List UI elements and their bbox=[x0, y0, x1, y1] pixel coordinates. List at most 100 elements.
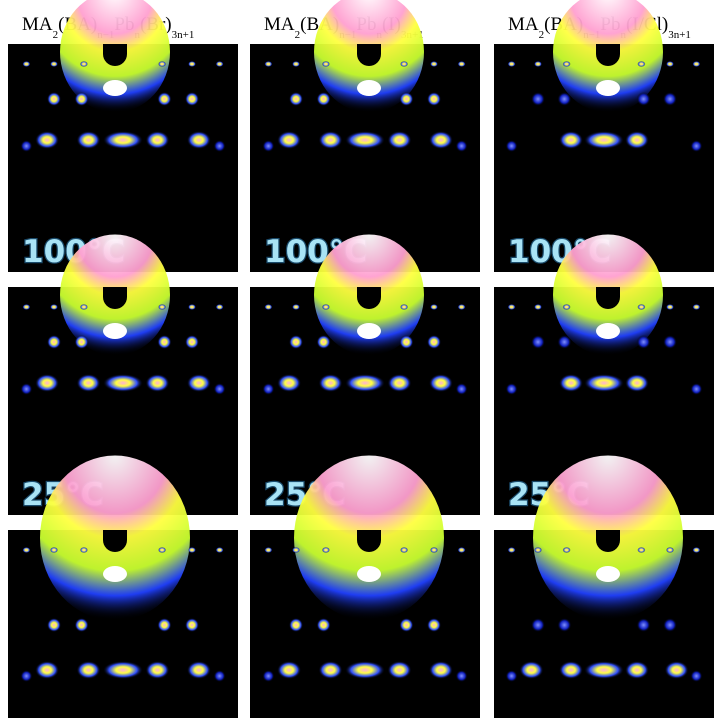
bragg-spot bbox=[292, 61, 300, 67]
bragg-spot bbox=[216, 304, 224, 310]
bragg-spot bbox=[637, 61, 645, 67]
bragg-spot bbox=[214, 670, 226, 682]
bragg-spot bbox=[47, 618, 61, 632]
bragg-spot bbox=[185, 335, 199, 349]
bragg-spot bbox=[47, 335, 61, 349]
bragg-spot bbox=[75, 335, 89, 349]
bragg-spot bbox=[75, 92, 89, 106]
bragg-spot bbox=[427, 92, 441, 106]
bragg-spot bbox=[508, 61, 516, 67]
bragg-spot bbox=[35, 661, 59, 679]
bragg-spot bbox=[637, 304, 645, 310]
bragg-spot bbox=[289, 618, 303, 632]
bragg-spot bbox=[35, 374, 59, 392]
bragg-spot bbox=[665, 661, 689, 679]
bragg-spot bbox=[322, 547, 330, 553]
bragg-spot bbox=[666, 547, 674, 553]
bragg-spot bbox=[531, 618, 545, 632]
bragg-spot bbox=[400, 547, 408, 553]
bragg-spot bbox=[458, 547, 466, 553]
bragg-spot bbox=[185, 618, 199, 632]
beam-center bbox=[103, 80, 127, 96]
bragg-spot bbox=[317, 618, 331, 632]
bragg-spot bbox=[146, 661, 170, 679]
bragg-spot bbox=[77, 131, 101, 149]
bragg-spot bbox=[277, 374, 301, 392]
bragg-spot bbox=[277, 661, 301, 679]
bragg-spot bbox=[666, 61, 674, 67]
bragg-spot bbox=[20, 140, 32, 152]
bragg-spot bbox=[506, 383, 518, 395]
bragg-spot bbox=[399, 92, 413, 106]
bragg-spot bbox=[185, 92, 199, 106]
bragg-spot bbox=[637, 92, 651, 106]
bragg-spot bbox=[388, 374, 412, 392]
bragg-spot bbox=[458, 304, 466, 310]
bragg-spot bbox=[187, 131, 211, 149]
bragg-spot bbox=[519, 661, 543, 679]
bragg-spot bbox=[22, 547, 30, 553]
bragg-spot bbox=[559, 374, 583, 392]
bragg-spot bbox=[692, 61, 700, 67]
bragg-spot bbox=[557, 335, 571, 349]
bragg-spot bbox=[262, 140, 274, 152]
bragg-spot bbox=[563, 547, 571, 553]
beam-center bbox=[596, 566, 620, 582]
bragg-spot bbox=[531, 92, 545, 106]
bragg-spot bbox=[506, 140, 518, 152]
bragg-spot bbox=[158, 304, 166, 310]
header-text: MA bbox=[508, 14, 539, 35]
bragg-spot bbox=[637, 618, 651, 632]
bragg-spot bbox=[456, 383, 468, 395]
bragg-spot bbox=[146, 374, 170, 392]
bragg-spot bbox=[430, 547, 438, 553]
bragg-spot bbox=[388, 661, 412, 679]
bragg-spot bbox=[531, 335, 545, 349]
bragg-spot bbox=[289, 92, 303, 106]
bragg-spot bbox=[429, 131, 453, 149]
bragg-spot bbox=[80, 304, 88, 310]
bragg-spot bbox=[429, 661, 453, 679]
bragg-spot bbox=[345, 131, 385, 149]
bragg-spot bbox=[47, 92, 61, 106]
bragg-spot bbox=[663, 92, 677, 106]
bragg-spot bbox=[557, 618, 571, 632]
beam-center bbox=[357, 323, 381, 339]
bragg-spot bbox=[317, 92, 331, 106]
bragg-spot bbox=[157, 335, 171, 349]
scattering-panel: 100°C bbox=[250, 0, 480, 272]
bragg-spot bbox=[663, 618, 677, 632]
bragg-spot bbox=[292, 547, 300, 553]
bragg-spot bbox=[22, 304, 30, 310]
bragg-spot bbox=[35, 131, 59, 149]
bragg-spot bbox=[506, 670, 518, 682]
bragg-spot bbox=[534, 61, 542, 67]
bragg-spot bbox=[430, 61, 438, 67]
bragg-spot bbox=[400, 61, 408, 67]
subscript: 3n+1 bbox=[668, 29, 691, 41]
bragg-spot bbox=[157, 618, 171, 632]
bragg-spot bbox=[663, 335, 677, 349]
bragg-spot bbox=[559, 131, 583, 149]
header-text: MA bbox=[264, 14, 295, 35]
bragg-spot bbox=[262, 383, 274, 395]
bragg-spot bbox=[80, 547, 88, 553]
bragg-spot bbox=[557, 92, 571, 106]
subscript: 3n+1 bbox=[172, 29, 195, 41]
bragg-spot bbox=[214, 383, 226, 395]
bragg-spot bbox=[322, 61, 330, 67]
bragg-spot bbox=[427, 335, 441, 349]
bragg-spot bbox=[77, 661, 101, 679]
beam-center bbox=[596, 323, 620, 339]
bragg-spot bbox=[429, 374, 453, 392]
bragg-spot bbox=[188, 304, 196, 310]
beam-center bbox=[357, 80, 381, 96]
bragg-spot bbox=[50, 304, 58, 310]
beam-center bbox=[103, 566, 127, 582]
bragg-spot bbox=[427, 618, 441, 632]
bragg-spot bbox=[345, 374, 385, 392]
bragg-spot bbox=[80, 61, 88, 67]
bragg-spot bbox=[666, 304, 674, 310]
bragg-spot bbox=[637, 547, 645, 553]
bragg-spot bbox=[22, 61, 30, 67]
